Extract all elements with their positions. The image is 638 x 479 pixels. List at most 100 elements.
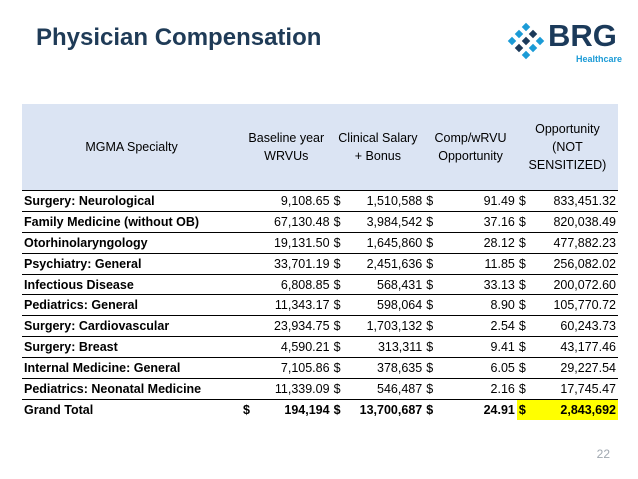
cell-baseline-currency [241,294,258,316]
cell-baseline: 11,343.17 [257,294,332,316]
cell-salary-currency: $ [331,357,349,379]
currency-symbol: $ [518,319,526,334]
cell-specialty: Psychiatry: General [22,252,242,275]
cell-specialty: Pediatrics: Neonatal Medicine [22,378,242,400]
table-row: Otorhinolaryngology 19,131.50 $1,645,860 $2… [22,231,618,254]
cell-comp: 33.13 [441,273,517,295]
cell-salary-currency: $ [331,252,349,275]
cell-comp-currency: $ [424,378,442,400]
cell-comp: 6.05 [441,357,517,379]
cell-baseline: 4,590.21 [257,336,332,358]
cell-salary-currency: $ [331,315,349,337]
opportunity-value: 256,082.02 [553,256,616,271]
cell-baseline: 67,130.48 [257,210,332,233]
cell-comp: 11.85 [441,252,517,275]
col-header-specialty: MGMA Specialty [22,104,242,191]
opportunity-value: 17,745.47 [560,381,616,396]
cell-salary: 3,984,542 [348,210,425,233]
cell-opportunity: $60,243.73 [516,315,618,337]
logo-subtext: Healthcare [576,54,623,64]
cell-salary: 568,431 [348,273,425,295]
cell-salary: 598,064 [348,294,425,316]
table-row: Surgery: Breast 4,590.21 $313,311 $9.41 $43,… [22,336,618,358]
cell-opportunity: $29,227.54 [516,357,618,379]
cell-comp: 28.12 [441,231,517,254]
grand-total-row: Grand Total $194,194 $13,700,687 $24.91 $2,8… [22,398,618,420]
currency-symbol: $ [518,193,526,208]
currency-symbol: $ [518,235,526,250]
cell-salary: 546,487 [348,378,425,400]
cell-salary-currency: $ [331,210,349,233]
cell-specialty: Otorhinolaryngology [22,231,242,254]
cell-salary-currency: $ [331,190,349,212]
cell-total-baseline-currency: $ [241,398,258,420]
cell-comp: 91.49 [441,190,517,212]
col-header-opportunity: Opportunity (NOT SENSITIZED) [516,104,618,191]
currency-symbol: $ [518,340,526,355]
cell-opportunity: $820,038.49 [516,210,618,233]
cell-specialty: Family Medicine (without OB) [22,210,242,233]
cell-comp-currency: $ [424,357,442,379]
table-row: Family Medicine (without OB) 67,130.48 $3,… [22,210,618,233]
cell-comp: 2.54 [441,315,517,337]
currency-symbol: $ [518,298,526,313]
cell-specialty: Internal Medicine: General [22,357,242,379]
opportunity-value: 43,177.46 [560,340,616,355]
table-body: Surgery: Neurological 9,108.65 $1,510,588 $… [22,190,618,420]
cell-salary: 2,451,636 [348,252,425,275]
cell-specialty: Surgery: Neurological [22,190,242,212]
cell-specialty: Surgery: Cardiovascular [22,315,242,337]
cell-salary: 313,311 [348,336,425,358]
table-row: Pediatrics: Neonatal Medicine 11,339.09 $5… [22,378,618,400]
cell-comp-currency: $ [424,210,442,233]
cell-baseline-currency [241,315,258,337]
page-title: Physician Compensation [36,24,322,51]
cell-comp: 2.16 [441,378,517,400]
cell-baseline: 23,934.75 [257,315,332,337]
col-header-salary: Clinical Salary + Bonus [331,104,425,191]
cell-total-comp: 24.91 [441,398,517,420]
cell-opportunity: $200,072.60 [516,273,618,295]
cell-baseline: 33,701.19 [257,252,332,275]
cell-salary-currency: $ [331,378,349,400]
table-row: Infectious Disease 6,808.85 $568,431 $33.13… [22,273,618,295]
cell-opportunity: $833,451.32 [516,190,618,212]
cell-baseline: 11,339.09 [257,378,332,400]
cell-comp-currency: $ [424,336,442,358]
opportunity-value: 60,243.73 [560,319,616,334]
cell-salary-currency: $ [331,294,349,316]
cell-comp: 9.41 [441,336,517,358]
cell-baseline-currency [241,231,258,254]
cell-baseline: 9,108.65 [257,190,332,212]
cell-salary-currency: $ [331,336,349,358]
cell-baseline-currency [241,336,258,358]
cell-salary-currency: $ [331,231,349,254]
cell-comp: 8.90 [441,294,517,316]
cell-salary: 378,635 [348,357,425,379]
col-header-comp: Comp/wRVU Opportunity [424,104,517,191]
cell-comp-currency: $ [424,315,442,337]
cell-comp: 37.16 [441,210,517,233]
cell-salary: 1,645,860 [348,231,425,254]
cell-specialty: Infectious Disease [22,273,242,295]
cell-baseline: 6,808.85 [257,273,332,295]
cell-baseline: 19,131.50 [257,231,332,254]
opportunity-value: 200,072.60 [553,277,616,292]
logo-dots-icon [507,22,545,60]
opportunity-value: 105,770.72 [553,298,616,313]
col-header-baseline: Baseline year WRVUs [241,104,332,191]
opportunity-value: 2,843,692 [560,402,616,417]
cell-salary: 1,510,588 [348,190,425,212]
cell-total-comp-currency: $ [424,398,442,420]
page-number: 22 [596,447,610,461]
opportunity-value: 477,882.23 [553,235,616,250]
cell-comp-currency: $ [424,252,442,275]
currency-symbol: $ [518,214,526,229]
cell-total-salary: 13,700,687 [348,398,425,420]
currency-symbol: $ [518,381,526,396]
table-row: Surgery: Neurological 9,108.65 $1,510,588 $… [22,190,618,212]
cell-baseline-currency [241,273,258,295]
table-row: Psychiatry: General 33,701.19 $2,451,636 $1… [22,252,618,275]
cell-salary-currency: $ [331,273,349,295]
opportunity-value: 820,038.49 [553,214,616,229]
